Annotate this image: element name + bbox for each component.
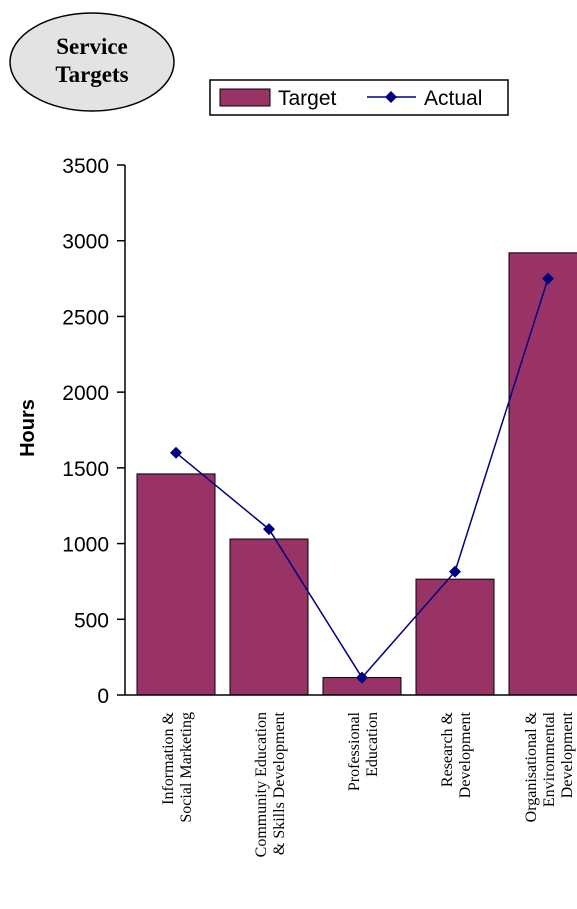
x-axis-labels: Information & Social Marketing Community E… bbox=[160, 711, 576, 857]
title-line-1: Service bbox=[56, 34, 128, 59]
category-label: Development bbox=[457, 711, 474, 798]
category-label: & Skills Development bbox=[271, 711, 288, 855]
category-label: Education bbox=[364, 712, 381, 777]
legend-actual-label: Actual bbox=[424, 87, 482, 110]
legend-target-label: Target bbox=[278, 87, 337, 110]
actual-marker bbox=[356, 671, 368, 684]
legend-actual-marker bbox=[385, 91, 397, 103]
actual-marker bbox=[263, 523, 275, 536]
bars bbox=[125, 252, 577, 696]
category-label: Research & bbox=[439, 711, 456, 787]
category-label: Community Education bbox=[253, 712, 270, 857]
actual-marker bbox=[542, 272, 554, 285]
y-axis-title: Hours bbox=[17, 399, 39, 457]
target-bar bbox=[229, 538, 309, 696]
title-line-2: Targets bbox=[55, 62, 128, 87]
actual-series bbox=[170, 272, 554, 684]
category-label: Professional bbox=[346, 711, 363, 791]
y-tick-label: 2000 bbox=[62, 382, 109, 405]
title-badge bbox=[9, 12, 175, 112]
y-axis: 0 500 1000 1500 2000 2500 3000 3500 bbox=[62, 155, 126, 708]
category-label: Development bbox=[559, 711, 576, 798]
y-tick-label: 500 bbox=[74, 609, 109, 632]
target-bar bbox=[508, 252, 577, 696]
y-tick-label: 2500 bbox=[62, 306, 109, 329]
y-tick-label: 0 bbox=[97, 685, 109, 708]
actual-marker bbox=[170, 446, 182, 459]
category-label: Environmental bbox=[541, 711, 558, 807]
category-label: Information & bbox=[160, 711, 177, 804]
actual-marker bbox=[449, 565, 461, 578]
legend: Target Actual bbox=[209, 79, 509, 116]
y-tick-label: 3000 bbox=[62, 231, 109, 254]
target-bar bbox=[136, 473, 216, 696]
y-tick-label: 1000 bbox=[62, 534, 109, 557]
target-bar bbox=[415, 578, 495, 696]
y-tick-label: 1500 bbox=[62, 458, 109, 481]
category-label: Social Marketing bbox=[178, 712, 195, 823]
legend-target-swatch bbox=[219, 88, 271, 107]
category-label: Organisational & bbox=[523, 711, 540, 822]
y-tick-label: 3500 bbox=[62, 155, 109, 178]
